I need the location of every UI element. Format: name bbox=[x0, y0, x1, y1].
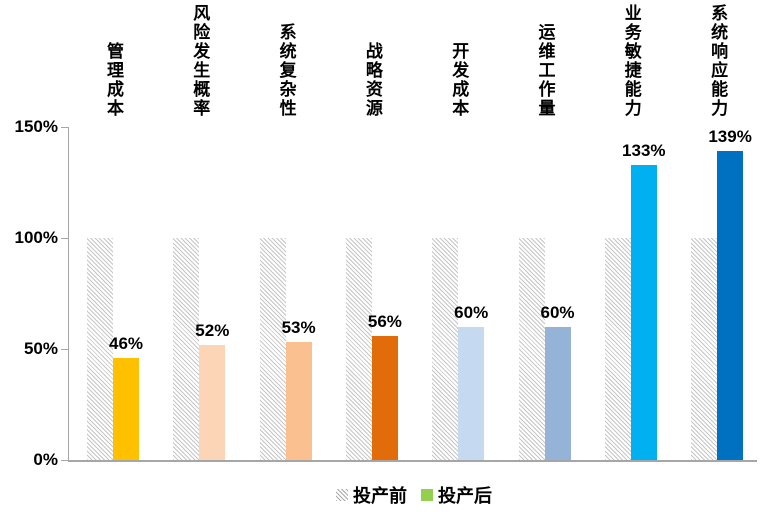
category-label: 业务敏捷能力 bbox=[621, 4, 641, 118]
solid-swatch-icon bbox=[421, 489, 433, 501]
legend-item-pre-production: 投产前 bbox=[336, 482, 407, 508]
y-axis-tick-label: 0% bbox=[33, 450, 58, 469]
bar-group: 风险发生概率 52% bbox=[173, 4, 229, 460]
category-label: 管理成本 bbox=[104, 42, 123, 118]
value-label: 46% bbox=[108, 333, 144, 353]
bar-pre-production bbox=[604, 238, 631, 460]
y-axis-tick-label: 100% bbox=[14, 228, 58, 247]
y-axis-tick-label: 150% bbox=[14, 117, 58, 136]
bar-group: 开发成本 60% bbox=[432, 42, 488, 460]
bar-group: 管理成本 46% bbox=[87, 42, 143, 460]
category-label: 系统复杂性 bbox=[276, 23, 296, 118]
hatched-swatch-icon bbox=[336, 489, 348, 501]
y-axis-tick-mark bbox=[61, 349, 69, 350]
bar-pre-production bbox=[87, 238, 113, 460]
bar-post-production bbox=[630, 164, 657, 460]
legend-label-post: 投产后 bbox=[438, 486, 492, 506]
y-axis-tick-mark bbox=[61, 460, 69, 461]
y-axis-tick-mark bbox=[61, 238, 69, 239]
bar-post-production bbox=[285, 342, 312, 460]
bar-pre-production bbox=[518, 238, 545, 460]
bar-pre-production bbox=[691, 238, 718, 460]
bar-post-production bbox=[458, 326, 485, 460]
bar-pre-production bbox=[345, 238, 372, 460]
category-label: 开发成本 bbox=[449, 42, 469, 118]
value-label: 133% bbox=[622, 140, 666, 160]
bar-group: 系统复杂性 53% bbox=[259, 23, 316, 460]
category-label: 风险发生概率 bbox=[190, 4, 210, 118]
legend-item-post-production: 投产后 bbox=[421, 482, 492, 508]
legend-label-pre: 投产前 bbox=[353, 486, 407, 506]
bar-group: 运维工作量 60% bbox=[518, 23, 575, 460]
bar-pre-production bbox=[432, 238, 459, 460]
value-label: 52% bbox=[195, 320, 230, 340]
bar-post-production bbox=[113, 357, 139, 460]
bar-post-production bbox=[717, 151, 744, 460]
bar-post-production bbox=[199, 344, 226, 460]
bar-group: 业务敏捷能力 133% bbox=[604, 4, 666, 460]
bar-group: 系统响应能力 139% bbox=[691, 4, 752, 460]
value-label: 60% bbox=[454, 302, 489, 322]
bar-post-production bbox=[371, 335, 398, 460]
bar-post-production bbox=[544, 326, 571, 460]
value-label: 139% bbox=[708, 127, 752, 147]
bar-pre-production bbox=[173, 238, 200, 460]
y-axis-tick-label: 50% bbox=[23, 339, 58, 358]
value-label: 53% bbox=[281, 318, 316, 338]
value-label: 60% bbox=[540, 302, 575, 322]
y-axis-tick-mark bbox=[61, 127, 69, 128]
plot-area: 管理成本 46% 风险发生概率 52% 系统复杂性 53% 战略资源 56% 开发成本 60% 运维… bbox=[61, 4, 757, 462]
legend: 投产前 投产后 bbox=[336, 482, 492, 508]
bar-pre-production bbox=[259, 238, 286, 460]
value-label: 56% bbox=[367, 311, 402, 331]
bar-group: 战略资源 56% bbox=[345, 42, 402, 460]
category-label: 战略资源 bbox=[362, 42, 382, 118]
category-label: 运维工作量 bbox=[535, 23, 555, 118]
category-label: 系统响应能力 bbox=[708, 4, 728, 118]
